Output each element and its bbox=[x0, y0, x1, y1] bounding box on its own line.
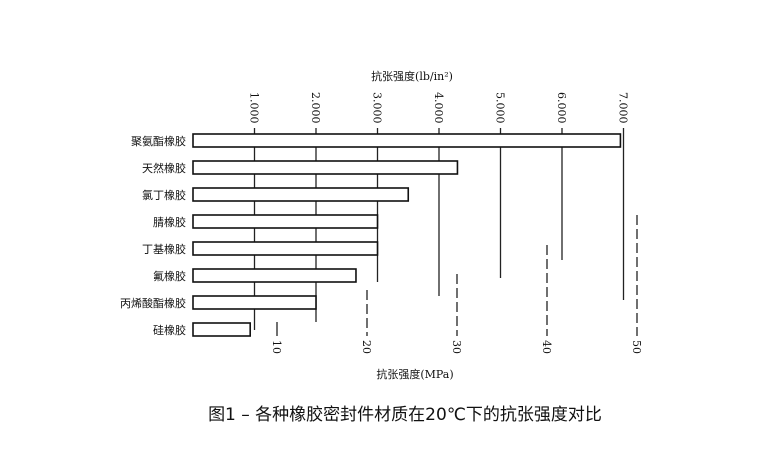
bottom-axis-label: 抗张强度(MPa) bbox=[376, 367, 453, 381]
bar bbox=[192, 214, 379, 229]
category-label: 丁基橡胶 bbox=[142, 242, 186, 256]
bottom-tick-label: 20 bbox=[360, 340, 373, 354]
category-label: 聚氨酯橡胶 bbox=[131, 134, 186, 148]
category-label: 腈橡胶 bbox=[153, 215, 186, 229]
category-label: 硅橡胶 bbox=[153, 323, 186, 337]
bar bbox=[192, 241, 379, 256]
figure-caption: 图1 – 各种橡胶密封件材质在20℃下的抗张强度对比 bbox=[208, 405, 602, 425]
top-tick-label: 4.000 bbox=[432, 92, 445, 124]
bar bbox=[192, 160, 459, 175]
top-tick-label: 3.000 bbox=[371, 92, 384, 124]
bottom-tick-label: 30 bbox=[450, 340, 463, 354]
top-tick-label: 5.000 bbox=[494, 92, 507, 124]
bar bbox=[192, 322, 251, 337]
bar bbox=[192, 295, 317, 310]
top-axis-label: 抗张强度(lb/in²) bbox=[371, 69, 453, 83]
category-label: 丙烯酸酯橡胶 bbox=[120, 296, 186, 310]
bar bbox=[192, 187, 410, 202]
category-label: 氟橡胶 bbox=[153, 269, 186, 283]
top-tick-label: 2.000 bbox=[309, 92, 322, 124]
bottom-tick-label: 10 bbox=[270, 340, 283, 354]
top-tick-label: 6.000 bbox=[555, 92, 568, 124]
top-tick-label: 1.000 bbox=[248, 92, 261, 124]
top-tick-label: 7.000 bbox=[617, 92, 630, 124]
bottom-tick-label: 50 bbox=[630, 340, 643, 354]
category-label: 天然橡胶 bbox=[142, 161, 186, 175]
bar bbox=[192, 268, 357, 283]
category-label: 氯丁橡胶 bbox=[142, 188, 186, 202]
bottom-tick-label: 40 bbox=[540, 340, 553, 354]
bar bbox=[192, 133, 622, 148]
